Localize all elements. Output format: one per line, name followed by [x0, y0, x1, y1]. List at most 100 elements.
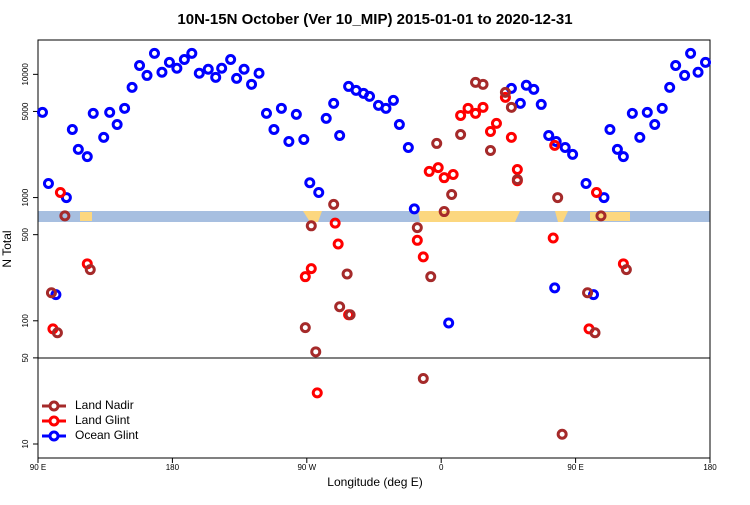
point: [567, 148, 579, 160]
point: [81, 151, 93, 163]
point: [238, 63, 250, 75]
y-tick-label: 10: [21, 439, 30, 448]
point: [126, 81, 138, 93]
point: [275, 102, 287, 114]
point: [679, 69, 691, 81]
point: [341, 268, 353, 280]
point: [268, 123, 280, 135]
y-tick-label: 500: [21, 227, 30, 241]
point: [499, 86, 511, 98]
point: [417, 373, 429, 385]
point: [670, 59, 682, 71]
plot-frame: [37, 39, 711, 459]
point: [511, 174, 523, 186]
point: [411, 234, 423, 246]
point: [543, 129, 555, 141]
point: [580, 178, 592, 190]
point: [547, 232, 559, 244]
legend-marker: [48, 415, 60, 427]
point: [45, 287, 57, 299]
point: [700, 56, 712, 68]
point: [411, 222, 423, 234]
point: [604, 123, 616, 135]
point: [402, 141, 414, 153]
land-band: [38, 211, 710, 222]
point: [438, 172, 450, 184]
point: [299, 322, 311, 334]
point: [328, 97, 340, 109]
point: [484, 125, 496, 137]
point: [598, 192, 610, 204]
point: [425, 271, 437, 283]
point: [431, 137, 443, 149]
point: [148, 47, 160, 59]
point: [66, 123, 78, 135]
point: [253, 67, 265, 79]
x-tick-label: 90 W: [297, 463, 316, 472]
point: [505, 101, 517, 113]
point: [171, 62, 183, 74]
y-tick-label: 10000: [21, 63, 30, 86]
point: [231, 72, 243, 84]
point: [417, 251, 429, 263]
land-patch: [418, 211, 520, 222]
point: [59, 210, 71, 222]
point: [260, 107, 272, 119]
point: [290, 108, 302, 120]
point: [617, 151, 629, 163]
y-axis-label: N Total: [0, 230, 14, 267]
point: [334, 129, 346, 141]
point: [626, 107, 638, 119]
point: [186, 47, 198, 59]
point: [552, 192, 564, 204]
point: [656, 102, 668, 114]
point: [304, 177, 316, 189]
point: [320, 112, 332, 124]
point: [111, 118, 123, 130]
point: [380, 102, 392, 114]
point: [329, 217, 341, 229]
point: [692, 66, 704, 78]
point: [210, 71, 222, 83]
point: [104, 106, 116, 118]
point: [344, 309, 356, 321]
point: [163, 56, 175, 68]
point: [246, 78, 258, 90]
point: [328, 198, 340, 210]
point: [477, 78, 489, 90]
point: [311, 387, 323, 399]
legend-label: Land Nadir: [75, 398, 134, 412]
point: [202, 63, 214, 75]
point: [477, 101, 489, 113]
point: [620, 264, 632, 276]
point: [216, 62, 228, 74]
point: [119, 102, 131, 114]
point: [685, 47, 697, 59]
point: [305, 220, 317, 232]
point: [393, 118, 405, 130]
point: [589, 327, 601, 339]
x-axis-label: Longitude (deg E): [327, 475, 422, 489]
y-tick-label: 100: [21, 314, 30, 328]
point: [535, 98, 547, 110]
x-tick-label: 180: [166, 463, 180, 472]
point: [582, 287, 594, 299]
point: [72, 143, 84, 155]
point: [178, 53, 190, 65]
point: [641, 106, 653, 118]
point: [141, 69, 153, 81]
point: [528, 83, 540, 95]
point: [549, 282, 561, 294]
point: [591, 186, 603, 198]
point: [446, 188, 458, 200]
x-tick-label: 90 E: [567, 463, 583, 472]
ocean-band: [38, 211, 710, 222]
point: [305, 263, 317, 275]
point: [490, 117, 502, 129]
point: [511, 163, 523, 175]
point: [438, 206, 450, 218]
point: [313, 186, 325, 198]
point: [334, 301, 346, 313]
point: [443, 317, 455, 329]
